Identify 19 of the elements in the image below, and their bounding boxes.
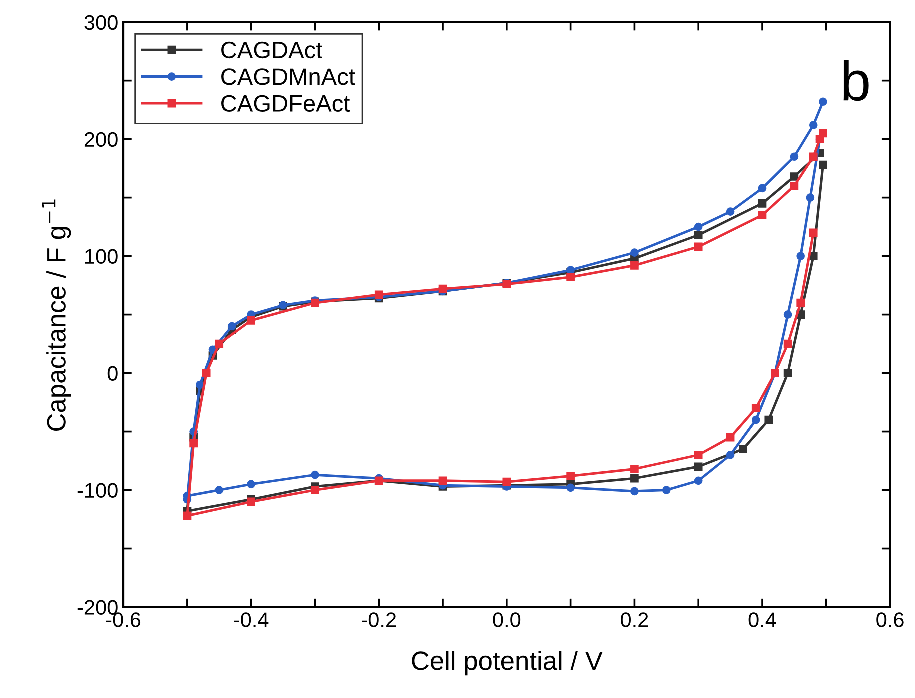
x-tick-label: 0.0 [493, 612, 521, 628]
y-tick-label: 100 [85, 249, 118, 264]
x-tick-label: -0.4 [234, 612, 269, 628]
legend-label: CAGDFeAct [222, 95, 350, 112]
annotation: b [844, 60, 869, 102]
y-tick-label: -100 [78, 483, 118, 498]
y-tick-label: 0 [108, 366, 118, 382]
x-tick-label: 0.6 [876, 612, 904, 628]
legend-label: CAGDAct [222, 42, 322, 59]
y-tick-label: 300 [84, 15, 118, 30]
x-tick-label: 0.4 [748, 612, 776, 628]
y-tick-label: 200 [84, 132, 118, 148]
x-tick-label: -0.2 [362, 612, 396, 628]
x-tick-label: -0.6 [106, 612, 141, 628]
y-axis-title: Capacitance / F g$^{−1}$ [42, 200, 72, 432]
x-tick-label: 0.2 [621, 612, 648, 628]
y-tick-label: -200 [78, 600, 118, 616]
x-axis-title: Cell potential / V [412, 650, 603, 676]
legend-label: CAGDMnAct [222, 68, 356, 86]
